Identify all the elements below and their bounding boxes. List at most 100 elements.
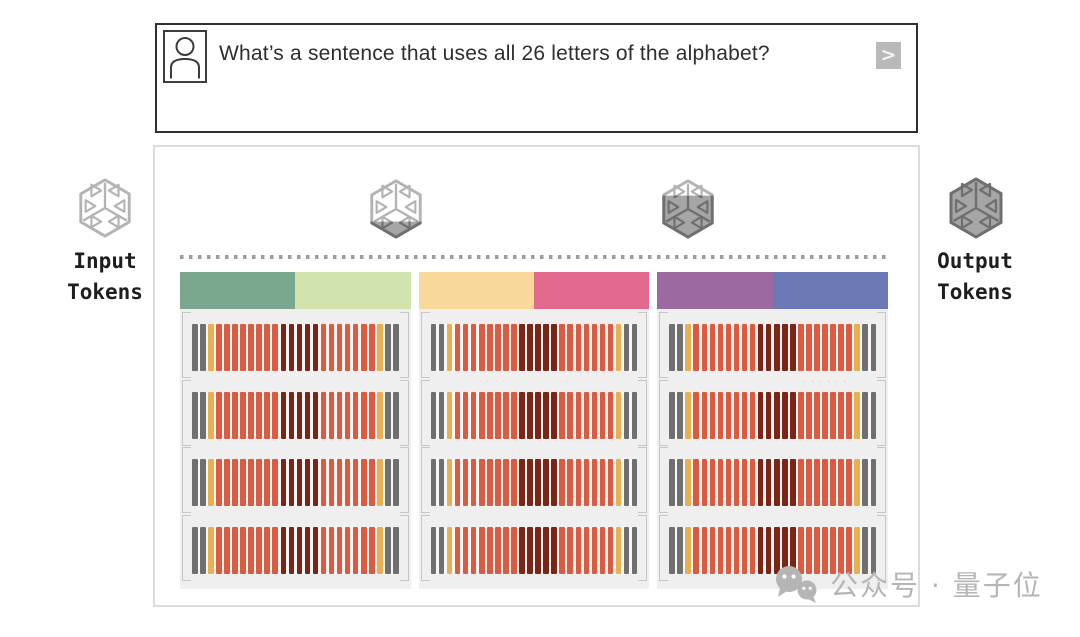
cache-bar-darkred xyxy=(782,391,788,439)
cache-bar-gray xyxy=(393,459,399,507)
header-segment xyxy=(418,272,535,309)
cache-bar-darkred xyxy=(288,459,295,507)
cache-bar-red xyxy=(256,324,262,371)
cache-bar-yellow xyxy=(854,526,860,574)
cache-bar-red xyxy=(360,459,367,507)
cache-bar-red xyxy=(352,459,359,507)
cache-bar-red xyxy=(798,459,804,507)
cache-bar-red xyxy=(607,324,614,371)
cache-bar-red xyxy=(846,526,852,574)
cache-bar-darkred xyxy=(288,391,295,439)
cache-bar-red xyxy=(462,526,469,574)
cache-bar-red xyxy=(495,391,501,439)
cache-bar-red xyxy=(328,391,335,439)
cache-bar-red xyxy=(511,459,517,507)
cache-bar-red xyxy=(607,526,614,574)
cache-bar-darkred xyxy=(312,391,319,439)
cache-bar-red xyxy=(838,391,844,439)
cache-bar-gray xyxy=(862,459,869,507)
decode-progress-icon-1 xyxy=(365,177,427,239)
cache-bar-red xyxy=(487,324,493,371)
cache-bar-darkred xyxy=(543,324,549,371)
cache-bar-red xyxy=(814,324,820,371)
cache-bar-yellow xyxy=(446,526,453,574)
cache-bar-gray xyxy=(200,459,206,507)
cache-bar-yellow xyxy=(854,324,860,371)
cache-bar-gray xyxy=(200,526,206,574)
cache-bar-red xyxy=(709,391,716,439)
cache-bar-red xyxy=(798,324,804,371)
kv-cache-block-row xyxy=(659,447,886,514)
cache-bar-darkred xyxy=(280,459,287,507)
cache-bar-red xyxy=(240,526,246,574)
prompt-box: What’s a sentence that uses all 26 lette… xyxy=(155,23,918,133)
cache-bar-red xyxy=(240,324,246,371)
cache-bar-darkred xyxy=(296,459,303,507)
cache-bar-red xyxy=(470,459,477,507)
cache-bar-yellow xyxy=(208,391,214,439)
token-segment-header xyxy=(180,272,411,309)
cache-bar-gray xyxy=(192,526,198,574)
cache-bar-red xyxy=(701,391,708,439)
cache-bar-gray xyxy=(192,324,198,371)
kv-cache-panel xyxy=(180,309,411,589)
cache-bar-red xyxy=(830,324,836,371)
cache-bar-gray xyxy=(870,459,877,507)
cache-bar-darkred xyxy=(519,526,525,574)
cache-bar-red xyxy=(709,526,716,574)
cache-bar-red xyxy=(814,526,820,574)
cache-bar-red xyxy=(224,459,230,507)
cache-bar-red xyxy=(741,526,748,574)
cache-bar-darkred xyxy=(551,526,557,574)
cache-bar-red xyxy=(725,391,732,439)
cache-bar-red xyxy=(224,526,230,574)
cache-bar-red xyxy=(264,459,270,507)
cache-bar-gray xyxy=(430,391,437,439)
cache-bar-red xyxy=(559,526,565,574)
send-button[interactable]: > xyxy=(876,42,901,69)
cache-bar-gray xyxy=(430,526,437,574)
cache-bar-darkred xyxy=(773,324,780,371)
cache-bar-red xyxy=(717,391,724,439)
cache-bar-red xyxy=(336,391,343,439)
cache-bar-darkred xyxy=(527,459,533,507)
kv-cache-block-row xyxy=(420,379,648,446)
cache-bar-gray xyxy=(623,526,630,574)
cache-bar-red xyxy=(369,459,375,507)
cache-bar-red xyxy=(814,391,820,439)
cache-bar-darkred xyxy=(543,391,549,439)
cache-bar-darkred xyxy=(304,391,311,439)
cache-bar-red xyxy=(272,391,279,439)
cache-bar-darkred xyxy=(757,526,764,574)
cache-bar-red xyxy=(701,526,708,574)
kv-cache-block-row xyxy=(182,312,409,378)
cache-bar-yellow xyxy=(377,324,383,371)
header-segment xyxy=(180,272,296,309)
cache-bar-red xyxy=(806,459,812,507)
cache-bar-gray xyxy=(669,459,675,507)
cache-bar-darkred xyxy=(757,391,764,439)
cache-bar-darkred xyxy=(790,391,796,439)
cache-bar-red xyxy=(693,526,700,574)
wechat-icon xyxy=(776,566,817,603)
cache-bar-darkred xyxy=(782,459,788,507)
cache-bar-red xyxy=(248,324,254,371)
cache-bar-darkred xyxy=(773,459,780,507)
cache-bar-red xyxy=(733,526,740,574)
cache-bar-darkred xyxy=(296,391,303,439)
cache-bar-red xyxy=(360,324,367,371)
cache-bar-red xyxy=(256,459,262,507)
cache-bar-red xyxy=(846,391,852,439)
input-tokens-label: Input Tokens xyxy=(30,246,180,308)
cache-bar-red xyxy=(272,459,279,507)
cache-bar-yellow xyxy=(854,391,860,439)
cache-bar-gray xyxy=(430,459,437,507)
cache-bar-red xyxy=(846,324,852,371)
cache-bar-red xyxy=(272,324,279,371)
cache-bar-red xyxy=(798,526,804,574)
cache-bar-yellow xyxy=(446,391,453,439)
cache-bar-red xyxy=(701,324,708,371)
cache-bar-red xyxy=(336,459,343,507)
cache-bar-yellow xyxy=(615,526,622,574)
cache-bar-gray xyxy=(438,526,445,574)
